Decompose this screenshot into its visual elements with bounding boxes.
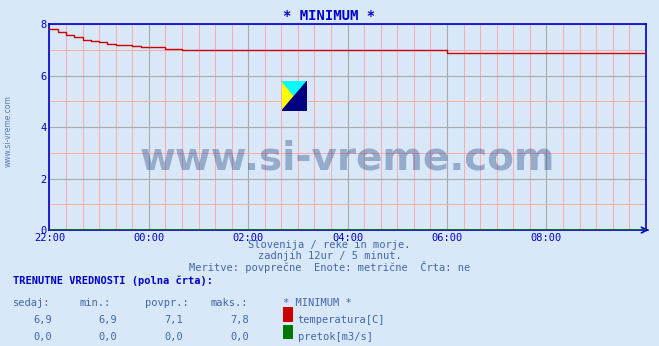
Text: pretok[m3/s]: pretok[m3/s] [298, 332, 373, 342]
Text: maks.:: maks.: [211, 298, 248, 308]
Text: * MINIMUM *: * MINIMUM * [283, 298, 352, 308]
Text: 0,0: 0,0 [231, 332, 249, 342]
Text: 6,9: 6,9 [33, 315, 51, 325]
Text: 7,8: 7,8 [231, 315, 249, 325]
Text: Slovenija / reke in morje.: Slovenija / reke in morje. [248, 240, 411, 251]
Text: TRENUTNE VREDNOSTI (polna črta):: TRENUTNE VREDNOSTI (polna črta): [13, 275, 213, 285]
Text: 0,0: 0,0 [165, 332, 183, 342]
Polygon shape [282, 81, 307, 111]
Text: www.si-vreme.com: www.si-vreme.com [3, 95, 13, 167]
Text: Meritve: povprečne  Enote: metrične  Črta: ne: Meritve: povprečne Enote: metrične Črta:… [189, 261, 470, 273]
Polygon shape [282, 81, 307, 111]
Text: 0,0: 0,0 [99, 332, 117, 342]
Text: 7,1: 7,1 [165, 315, 183, 325]
Text: 0,0: 0,0 [33, 332, 51, 342]
Polygon shape [282, 81, 307, 111]
Text: 6,9: 6,9 [99, 315, 117, 325]
Text: www.si-vreme.com: www.si-vreme.com [140, 139, 556, 177]
Text: povpr.:: povpr.: [145, 298, 188, 308]
Text: temperatura[C]: temperatura[C] [298, 315, 386, 325]
Text: zadnjih 12ur / 5 minut.: zadnjih 12ur / 5 minut. [258, 251, 401, 261]
Text: min.:: min.: [79, 298, 110, 308]
Text: sedaj:: sedaj: [13, 298, 51, 308]
Text: * MINIMUM *: * MINIMUM * [283, 9, 376, 22]
